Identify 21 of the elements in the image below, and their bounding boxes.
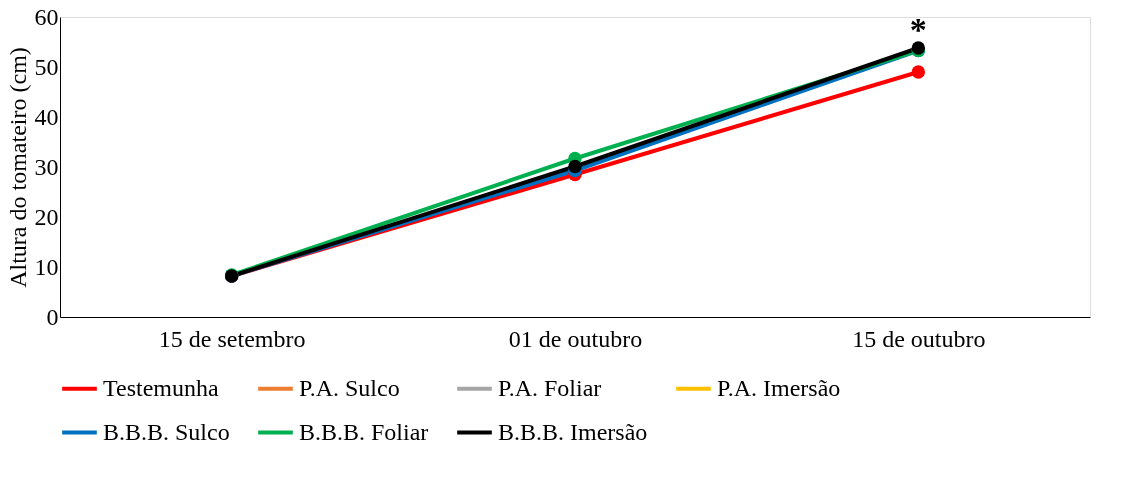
y-tick-label: 20 bbox=[34, 203, 59, 230]
y-tick-label: 50 bbox=[34, 53, 59, 80]
y-tick-label: 10 bbox=[34, 253, 59, 280]
annotation: * bbox=[909, 11, 927, 48]
point bbox=[568, 159, 582, 174]
x-tick-label: 01 de outubro bbox=[508, 325, 643, 352]
legend-label: B.B.B. Sulco bbox=[103, 418, 230, 445]
y-tick-label: 30 bbox=[34, 153, 59, 180]
legend-label: P.A. Imersão bbox=[717, 374, 841, 401]
y-axis-title: Altura do tomateiro (cm) bbox=[4, 47, 31, 288]
y-tick-label: 0 bbox=[46, 303, 59, 330]
legend-label: Testemunha bbox=[103, 374, 219, 401]
point bbox=[911, 65, 926, 79]
legend-label: P.A. Sulco bbox=[299, 374, 400, 401]
x-tick-label: 15 de outubro bbox=[852, 325, 986, 352]
y-tick-label: 60 bbox=[34, 3, 59, 30]
legend-label: P.A. Foliar bbox=[498, 374, 602, 401]
y-tick-label: 40 bbox=[34, 103, 59, 130]
legend-label: B.B.B. Foliar bbox=[299, 418, 429, 445]
x-tick-label: 15 de setembro bbox=[158, 325, 306, 352]
legend-label: B.B.B. Imersão bbox=[498, 418, 648, 445]
